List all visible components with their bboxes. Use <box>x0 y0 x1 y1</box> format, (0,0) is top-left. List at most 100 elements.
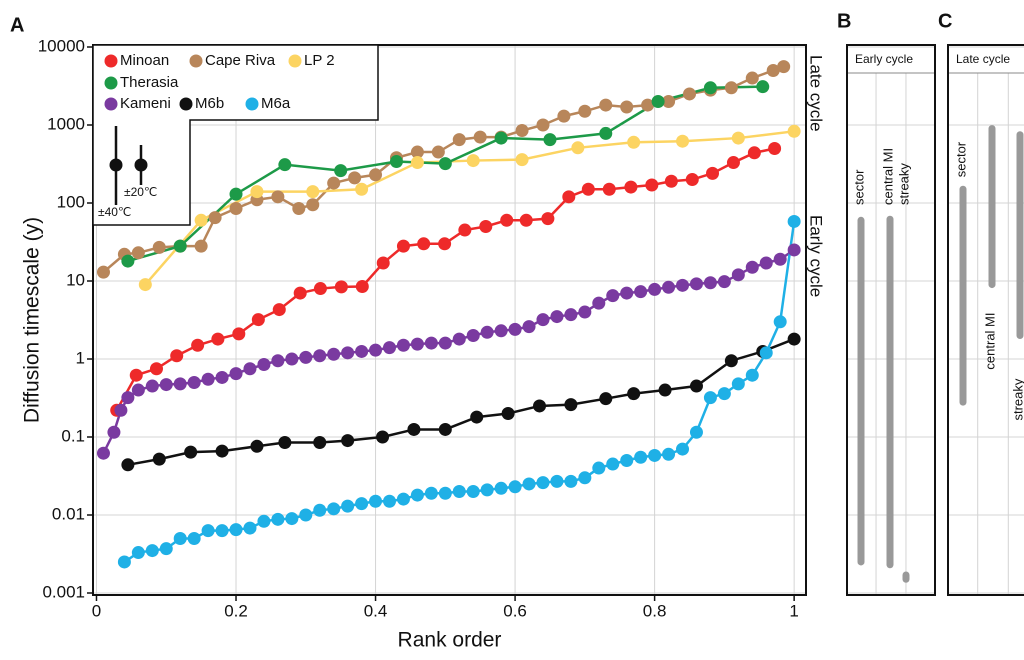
data-point <box>438 422 452 436</box>
y-tick-label: 0.01 <box>52 504 85 523</box>
data-point <box>494 131 508 145</box>
data-point <box>201 524 215 538</box>
data-point <box>376 256 390 270</box>
data-point <box>438 486 452 500</box>
data-point <box>777 60 791 74</box>
data-point <box>578 104 592 118</box>
x-tick-label: 0.8 <box>643 601 667 620</box>
data-point <box>191 338 205 352</box>
data-point <box>243 362 257 376</box>
data-point <box>257 358 271 372</box>
data-point <box>341 434 355 448</box>
data-point <box>131 546 145 560</box>
bar-label: streaky <box>896 163 911 205</box>
panel-label: A <box>10 14 24 36</box>
data-point <box>501 407 515 421</box>
data-point <box>470 410 484 424</box>
data-point <box>117 555 131 569</box>
data-point <box>159 542 173 556</box>
data-point <box>285 512 299 526</box>
data-point <box>508 480 522 494</box>
x-tick-label: 0.2 <box>224 601 248 620</box>
data-point <box>313 349 327 363</box>
data-point <box>145 544 159 558</box>
data-point <box>187 531 201 545</box>
legend-label: Kameni <box>120 95 171 112</box>
data-point <box>396 492 410 506</box>
data-point <box>396 239 410 253</box>
data-point <box>479 219 493 233</box>
series-line <box>102 248 795 454</box>
data-point <box>717 387 731 401</box>
data-point <box>215 370 229 384</box>
legend-marker <box>189 54 203 68</box>
data-point <box>299 508 313 522</box>
data-point <box>431 145 445 159</box>
data-point <box>724 81 738 95</box>
data-point <box>306 198 320 212</box>
data-point <box>211 332 225 346</box>
data-point <box>724 354 738 368</box>
y-tick-label: 10 <box>66 270 85 289</box>
plot-frame <box>92 44 807 596</box>
data-point <box>341 346 355 360</box>
data-point <box>355 497 369 511</box>
data-point <box>682 87 696 101</box>
data-point <box>278 158 292 172</box>
x-tick-label: 1 <box>789 601 798 620</box>
legend-label: M6b <box>195 95 224 112</box>
data-point <box>494 481 508 495</box>
data-point <box>592 296 606 310</box>
panel-title: Early cycle <box>855 52 913 66</box>
data-point <box>759 346 773 360</box>
y-tick-label: 1 <box>76 348 85 367</box>
x-tick-label: 0 <box>92 601 101 620</box>
data-point <box>369 494 383 508</box>
legend-label: Minoan <box>120 52 169 69</box>
data-point <box>578 305 592 319</box>
data-point <box>250 439 264 453</box>
data-point <box>745 260 759 274</box>
data-point <box>348 171 362 185</box>
panel-title: Late cycle <box>956 52 1010 66</box>
data-point <box>173 377 187 391</box>
data-point <box>129 368 143 382</box>
data-point <box>272 303 286 317</box>
data-point <box>355 182 369 196</box>
data-point <box>410 488 424 502</box>
legend-box <box>92 44 379 226</box>
annotation: ±20℃ <box>124 185 157 199</box>
data-point <box>703 81 717 95</box>
data-point <box>194 239 208 253</box>
data-point <box>313 282 327 296</box>
data-point <box>131 383 145 397</box>
data-point <box>159 378 173 392</box>
data-point <box>564 474 578 488</box>
data-point <box>410 145 424 159</box>
data-point <box>131 246 145 260</box>
data-point <box>703 276 717 290</box>
annotation: ±40℃ <box>98 205 131 219</box>
data-point <box>313 503 327 517</box>
data-point <box>251 313 265 327</box>
data-point <box>536 118 550 132</box>
data-point <box>229 187 243 201</box>
data-point <box>676 442 690 456</box>
data-point <box>550 310 564 324</box>
legend-label: Therasia <box>120 74 179 91</box>
data-point <box>500 213 514 227</box>
data-point <box>541 212 555 226</box>
data-point <box>389 155 403 169</box>
panel-frame <box>947 44 1024 596</box>
data-point <box>184 445 198 459</box>
data-point <box>676 134 690 148</box>
data-point <box>114 403 128 417</box>
data-point <box>107 425 121 439</box>
data-point <box>229 367 243 381</box>
legend-marker <box>179 97 193 111</box>
legend-marker <box>245 97 259 111</box>
data-point <box>152 240 166 254</box>
data-point <box>121 254 135 268</box>
data-point <box>658 383 672 397</box>
